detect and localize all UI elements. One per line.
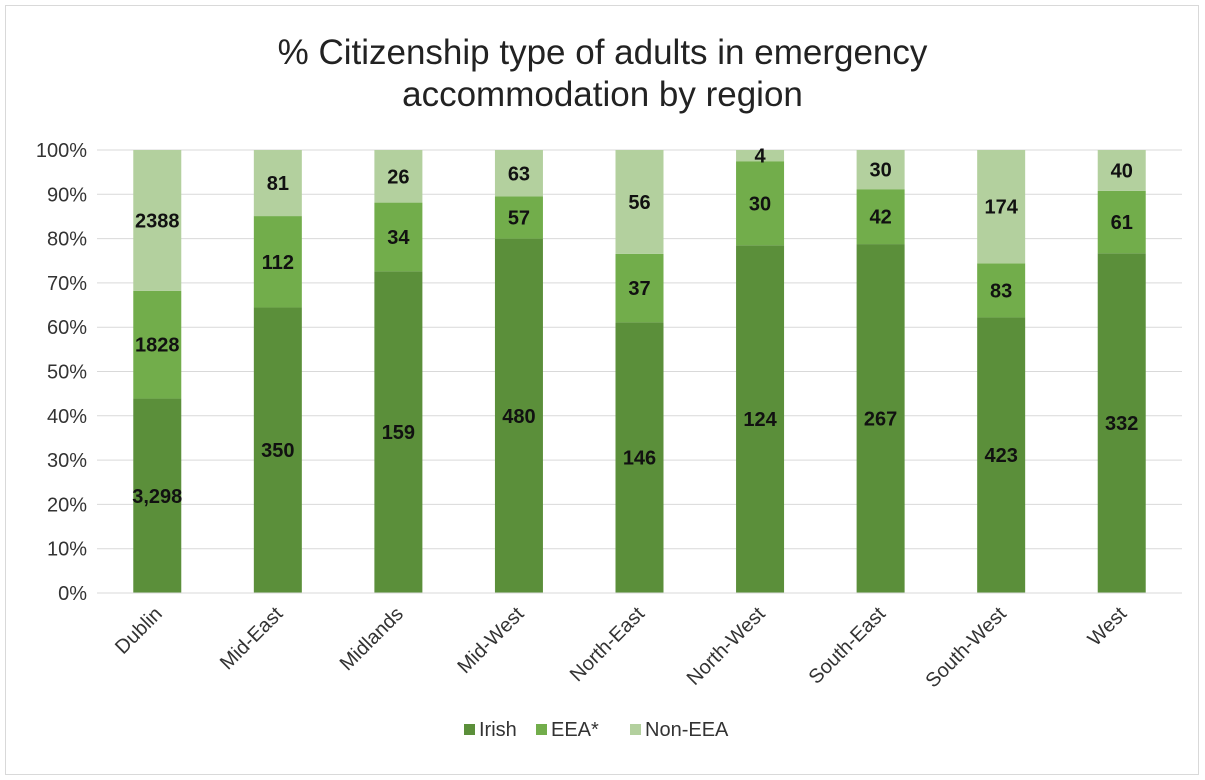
legend-swatch	[464, 724, 475, 735]
bar-segment	[374, 150, 423, 203]
y-tick-label: 70%	[47, 273, 87, 295]
y-tick-label: 100%	[36, 140, 87, 162]
bar-segment	[133, 290, 182, 399]
y-tick-label: 90%	[47, 184, 87, 206]
bar-segment	[615, 150, 664, 254]
bars	[133, 150, 1146, 594]
legend-label: Irish	[479, 719, 517, 741]
bar-segment	[736, 150, 785, 162]
y-tick-label: 40%	[47, 406, 87, 428]
data-label: 4	[754, 146, 766, 168]
x-tick-label: South-West	[922, 603, 1011, 692]
x-tick-label: Midlands	[336, 603, 408, 675]
data-label: 350	[261, 440, 294, 462]
y-tick-label: 10%	[47, 539, 87, 561]
data-label: 40	[1111, 160, 1133, 182]
data-label: 57	[508, 208, 530, 230]
x-tick-label: Dublin	[111, 603, 167, 659]
data-label: 1828	[135, 335, 180, 357]
data-label: 124	[743, 409, 777, 431]
data-label: 30	[869, 160, 891, 182]
bar-segment	[615, 253, 664, 323]
bar-segment	[977, 317, 1026, 593]
x-tick-label: North-East	[566, 603, 649, 686]
data-label: 42	[869, 207, 891, 229]
data-label: 3,298	[132, 486, 182, 508]
x-tick-label: Mid-West	[453, 603, 528, 678]
bar-segment	[133, 150, 182, 291]
bar-segment	[253, 150, 302, 217]
y-tick-label: 80%	[47, 229, 87, 251]
y-tick-label: 60%	[47, 317, 87, 339]
bar-segment	[1097, 253, 1146, 593]
bar-segment	[736, 161, 785, 246]
data-label: 423	[984, 445, 1017, 467]
data-label: 63	[508, 163, 530, 185]
legend-label: Non-EEA	[645, 719, 729, 741]
bar-segment	[977, 263, 1026, 318]
data-label: 146	[623, 448, 656, 470]
y-tick-label: 20%	[47, 494, 87, 516]
bar-segment	[856, 244, 905, 593]
bar-segment	[1097, 150, 1146, 191]
legend: Irish EEA* Non-EEA	[464, 719, 729, 741]
bar-segment	[374, 202, 423, 272]
bar-segment	[253, 307, 302, 593]
data-label: 81	[267, 173, 289, 195]
data-labels: 3,298 1828 2388 350 112 81 159 34 26 480 57 63 146 37…	[132, 146, 1138, 508]
data-label: 83	[990, 280, 1012, 302]
chart-title: % Citizenship type of adults in emergenc…	[277, 33, 928, 114]
x-axis: Dublin Mid-East Midlands Mid-West North-East…	[97, 592, 1182, 692]
data-label: 480	[502, 406, 535, 428]
bar-segment	[736, 245, 785, 594]
bar-segment	[253, 216, 302, 308]
data-label: 267	[864, 409, 897, 431]
bar-segment	[1097, 190, 1146, 254]
data-label: 61	[1111, 212, 1133, 234]
data-label: 2388	[135, 210, 180, 232]
legend-swatch	[536, 724, 547, 735]
legend-label: EEA*	[551, 719, 599, 741]
y-axis: 0% 10% 20% 30% 40% 50% 60% 70% 80% 90% 100%	[36, 140, 87, 605]
bar-segment	[494, 238, 543, 593]
data-label: 159	[382, 422, 415, 444]
data-label: 112	[262, 252, 294, 274]
bar-segment	[133, 398, 182, 593]
x-tick-label: South-East	[805, 603, 891, 689]
data-label: 26	[387, 166, 409, 188]
y-tick-label: 50%	[47, 362, 87, 384]
y-tick-label: 30%	[47, 450, 87, 472]
x-tick-label: North-West	[683, 603, 770, 690]
x-tick-label: West	[1084, 603, 1132, 651]
legend-swatch	[630, 724, 641, 735]
data-label: 37	[628, 278, 650, 300]
x-tick-label: Mid-East	[216, 603, 288, 675]
data-label: 332	[1105, 413, 1138, 435]
bar-segment	[615, 322, 664, 593]
bar-segment	[977, 150, 1026, 264]
bar-segment	[856, 150, 905, 190]
bar-segment	[494, 196, 543, 239]
data-label: 34	[387, 227, 410, 249]
bar-segment	[856, 189, 905, 245]
data-label: 30	[749, 193, 771, 215]
bar-segment	[494, 150, 543, 197]
data-label: 174	[984, 197, 1018, 219]
bar-segment	[374, 271, 423, 593]
data-label: 56	[628, 192, 650, 214]
y-tick-label: 0%	[58, 583, 87, 605]
